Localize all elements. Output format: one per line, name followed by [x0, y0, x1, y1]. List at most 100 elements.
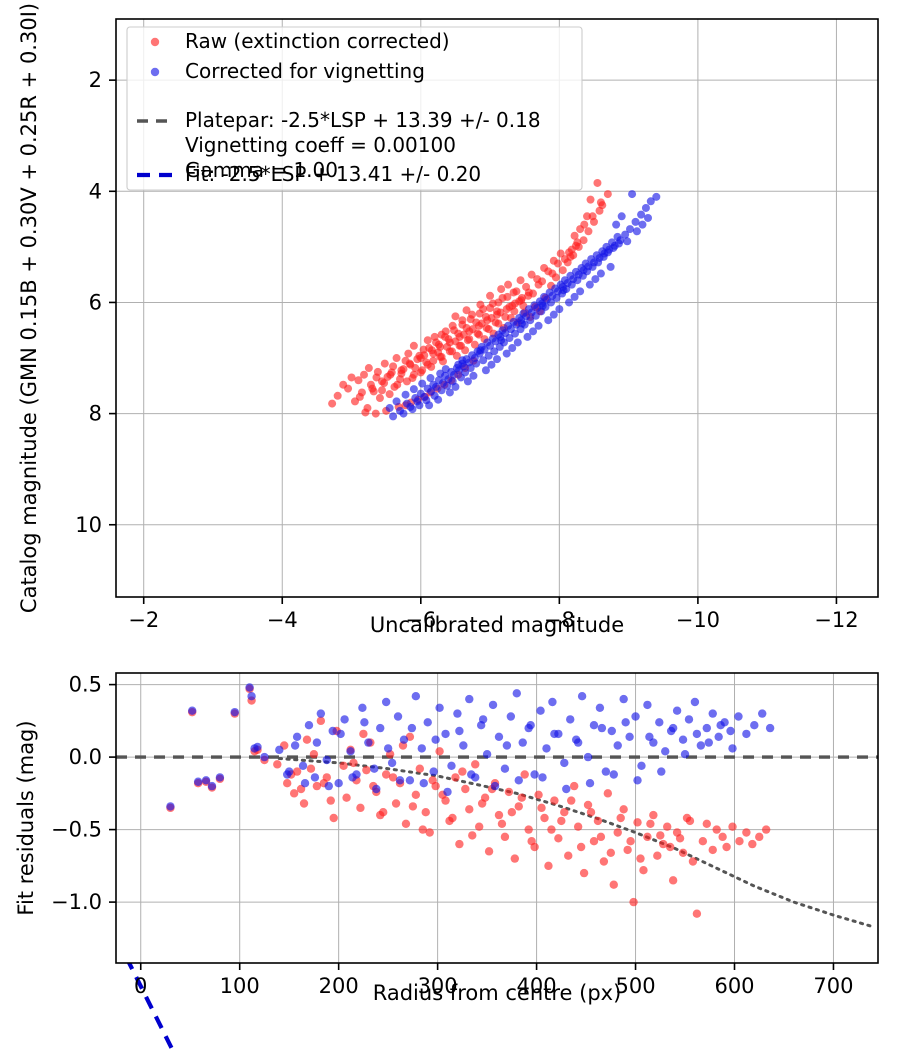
data-point: [298, 761, 308, 770]
bottom-scatter-points: [166, 683, 775, 918]
data-point: [585, 280, 594, 289]
data-point: [504, 280, 513, 289]
x-tick-label: 100: [220, 974, 260, 998]
data-point: [437, 386, 446, 395]
data-point: [465, 694, 474, 704]
data-point: [728, 822, 737, 831]
data-point: [404, 349, 413, 358]
data-point: [471, 760, 480, 769]
legend-label: Fit: -2.5*LSP + 13.41 +/- 0.20: [185, 162, 481, 186]
data-point: [637, 210, 646, 219]
data-point: [530, 301, 539, 310]
data-point: [401, 390, 410, 399]
data-point: [698, 837, 708, 846]
data-point: [474, 321, 483, 330]
data-point: [742, 729, 751, 739]
data-point: [361, 408, 370, 417]
data-point: [393, 712, 403, 721]
data-point: [188, 706, 197, 715]
data-point: [467, 770, 476, 779]
data-point: [631, 217, 640, 226]
data-point: [309, 750, 319, 759]
data-point: [708, 709, 717, 718]
data-point: [425, 401, 434, 410]
data-point: [565, 298, 574, 307]
data-point: [566, 252, 575, 261]
data-point: [458, 767, 467, 776]
data-point: [636, 854, 645, 863]
data-point: [364, 738, 373, 747]
y-tick-label: −1.0: [51, 890, 102, 914]
data-point: [430, 332, 439, 341]
data-point: [718, 832, 727, 842]
data-point: [659, 839, 668, 849]
data-point: [478, 715, 488, 724]
x-tick-label: 600: [714, 974, 754, 998]
data-point: [609, 770, 618, 779]
data-point: [329, 813, 338, 823]
data-point: [567, 796, 576, 805]
bottom-y-axis-label: Fit residuals (mag): [14, 720, 38, 915]
data-point: [497, 336, 506, 345]
data-point: [748, 839, 757, 849]
data-point: [445, 388, 454, 397]
data-point: [260, 752, 269, 762]
data-point: [531, 311, 540, 320]
data-point: [405, 776, 415, 785]
data-point: [472, 359, 481, 368]
data-point: [593, 816, 603, 826]
data-point: [668, 876, 678, 885]
data-point: [663, 822, 672, 831]
data-point: [502, 741, 512, 750]
data-point: [570, 231, 579, 240]
data-point: [559, 286, 568, 295]
data-point: [596, 269, 605, 278]
data-point: [560, 276, 569, 285]
top-x-axis-label: Uncalibrated magnitude: [370, 613, 624, 637]
axes-border: [115, 18, 879, 598]
data-point: [215, 773, 225, 782]
data-point: [613, 741, 622, 750]
data-point: [455, 341, 464, 350]
data-point: [453, 709, 462, 718]
y-tick-label: −0.5: [51, 818, 102, 842]
data-point: [479, 356, 488, 365]
data-point: [511, 299, 520, 308]
data-point: [380, 359, 389, 368]
data-point: [392, 354, 401, 363]
data-point: [423, 384, 432, 393]
data-point: [579, 868, 589, 878]
data-point: [405, 359, 414, 368]
data-point: [461, 368, 470, 377]
data-point: [391, 799, 401, 808]
data-point: [401, 819, 411, 828]
data-point: [596, 832, 606, 842]
data-point: [509, 288, 518, 297]
data-point: [734, 712, 743, 721]
data-point: [408, 374, 417, 383]
x-tick-label: 400: [517, 974, 557, 998]
data-point: [316, 709, 326, 718]
data-point: [625, 732, 634, 741]
data-point: [628, 190, 637, 199]
data-point: [530, 770, 539, 779]
data-point: [438, 357, 447, 366]
data-point: [448, 813, 457, 823]
data-point: [637, 761, 646, 770]
data-point: [342, 793, 351, 802]
bottom-gridlines: [116, 673, 878, 963]
data-point: [595, 703, 605, 712]
data-point: [402, 399, 411, 408]
x-tick-label: −12: [814, 608, 858, 632]
data-point: [443, 787, 452, 797]
data-point: [726, 726, 735, 736]
data-point: [761, 825, 771, 834]
legend-marker: [150, 67, 160, 77]
data-point: [514, 776, 523, 785]
data-point: [661, 747, 670, 756]
data-point: [755, 832, 764, 842]
data-point: [548, 697, 557, 707]
data-point: [289, 789, 299, 798]
data-point: [714, 732, 723, 741]
data-point: [458, 356, 467, 365]
